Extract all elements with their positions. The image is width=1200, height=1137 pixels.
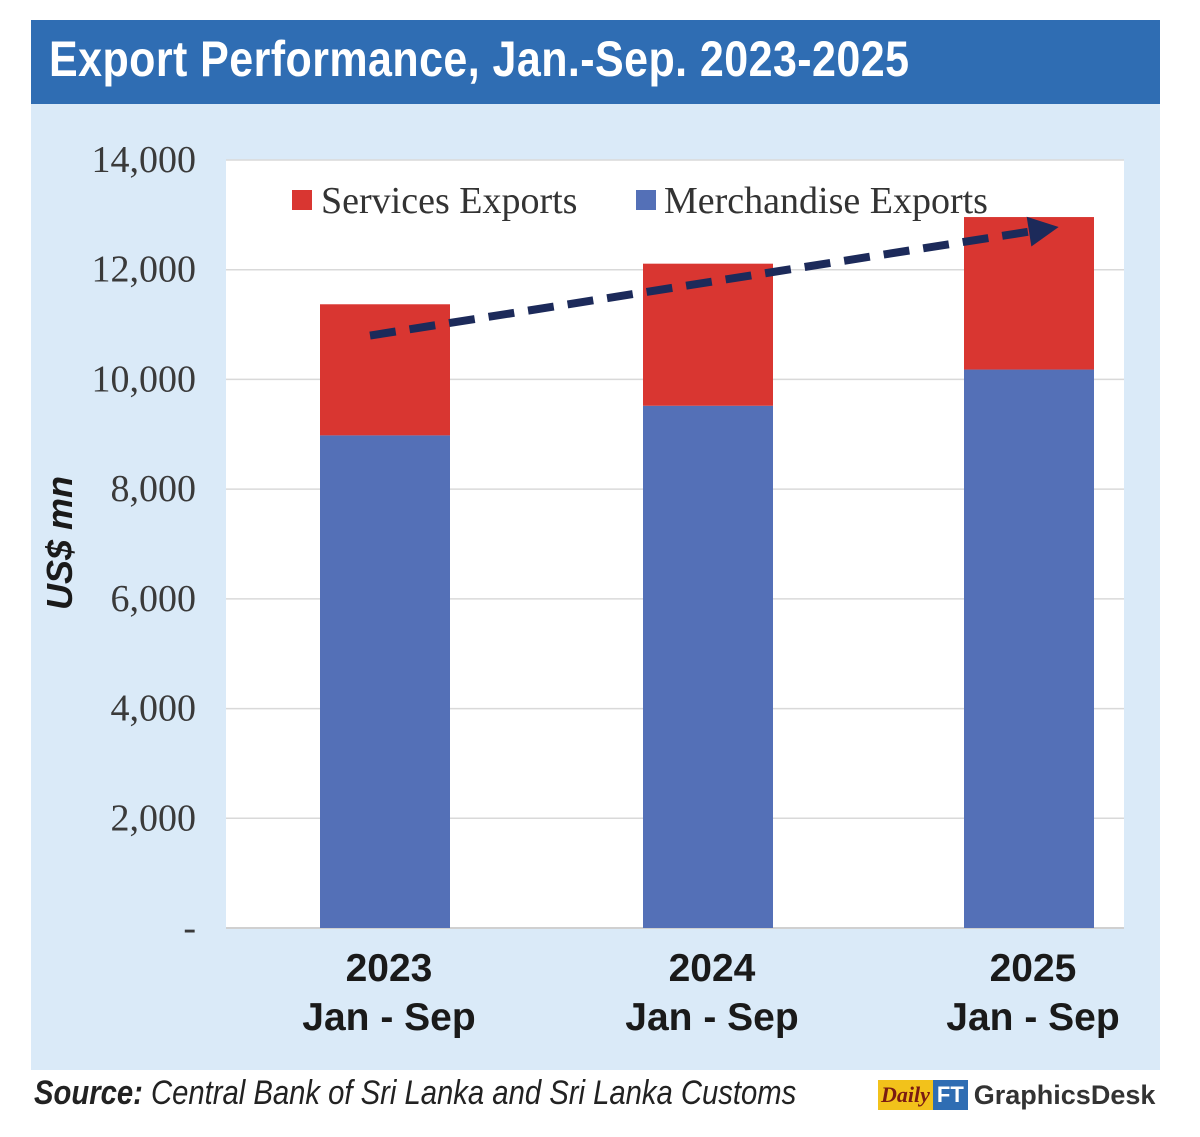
legend-label: Merchandise Exports [664, 180, 988, 222]
x-tick-year: 2025 [990, 947, 1077, 990]
y-axis-label: US$ mn [39, 476, 80, 610]
x-tick-year: 2024 [669, 947, 756, 990]
trend-arrow-line [369, 227, 1032, 340]
y-tick-label: 6,000 [111, 578, 197, 620]
legend-swatch [292, 190, 312, 210]
source-line: Source: Central Bank of Sri Lanka and Sr… [34, 1074, 796, 1113]
legend-label: Services Exports [321, 180, 577, 222]
chart-title: Export Performance, Jan.-Sep. 2023-2025 [49, 31, 910, 87]
y-tick-label: 10,000 [92, 358, 197, 400]
x-tick-period: Jan - Sep [625, 996, 798, 1039]
y-tick-label: - [183, 907, 196, 949]
y-tick-label: 4,000 [111, 688, 197, 730]
y-tick-label: 12,000 [92, 249, 197, 291]
y-tick-label: 14,000 [92, 139, 197, 181]
logo-daily: Daily [878, 1080, 933, 1110]
x-tick-period: Jan - Sep [302, 996, 475, 1039]
source-label: Source: [34, 1074, 143, 1112]
title-bar: Export Performance, Jan.-Sep. 2023-2025 [31, 20, 1160, 104]
x-tick-period: Jan - Sep [946, 996, 1119, 1039]
logo-ft: FT [932, 1080, 968, 1110]
y-tick-label: 2,000 [111, 797, 197, 839]
bar-merchandise-2024 [643, 405, 773, 928]
legend-swatch [636, 190, 656, 210]
graphicsdesk-logo: Daily FT GraphicsDesk [878, 1078, 1155, 1112]
source-text: Central Bank of Sri Lanka and Sri Lanka … [142, 1074, 797, 1112]
trend-arrow-head [1026, 216, 1059, 247]
y-tick-label: 8,000 [111, 468, 197, 510]
logo-desk: GraphicsDesk [973, 1079, 1156, 1110]
x-tick-year: 2023 [346, 947, 433, 990]
bar-merchandise-2025 [964, 369, 1094, 928]
bar-merchandise-2023 [320, 435, 450, 928]
